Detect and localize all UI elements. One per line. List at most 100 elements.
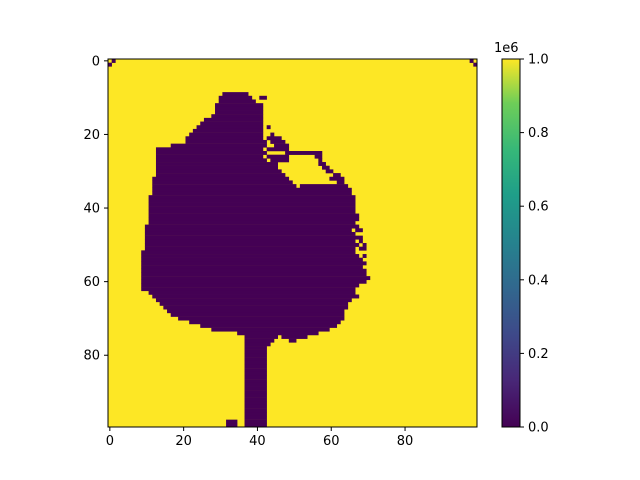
x-tick-label: 60 xyxy=(323,434,340,449)
heatmap-cell-run xyxy=(266,125,271,130)
heatmap-cell-run xyxy=(144,231,356,236)
y-tick-label: 40 xyxy=(83,202,100,217)
heatmap-cell-run xyxy=(362,243,367,247)
y-tick-label: 20 xyxy=(83,128,100,143)
heatmap-cell-run xyxy=(211,114,264,119)
heatmap-cell-run xyxy=(215,110,264,115)
colorbar-tick-label: 0.0 xyxy=(528,421,549,436)
heatmap-cell-run xyxy=(148,290,356,295)
heatmap-cell-run xyxy=(200,121,264,126)
heatmap-cell-run xyxy=(244,386,267,391)
heatmap-cell-run xyxy=(469,59,474,63)
heatmap-cell-run xyxy=(152,176,290,181)
y-tick-label: 80 xyxy=(83,349,100,364)
heatmap-cell-run xyxy=(244,335,278,339)
heatmap-cell-run xyxy=(144,246,356,251)
heatmap-cell-run xyxy=(244,375,267,380)
heatmap-cell-run xyxy=(155,162,278,166)
heatmap-cell-run xyxy=(244,364,267,369)
colorbar-tick-label: 1.0 xyxy=(528,53,549,68)
heatmap-cell-run xyxy=(244,408,267,413)
heatmap-cell-run xyxy=(215,103,264,108)
colorbar-tick-label: 0.8 xyxy=(528,126,549,141)
heatmap-cell-run xyxy=(148,220,356,225)
heatmap-cell-run xyxy=(152,184,297,189)
heatmap-cell-run xyxy=(144,228,352,233)
heatmap-cell-run xyxy=(141,287,356,292)
heatmap-cell-run xyxy=(178,316,345,321)
heatmap-cell-run xyxy=(314,154,323,159)
heatmap-cell-run xyxy=(141,250,356,255)
heatmap-cell-run xyxy=(152,180,293,185)
heatmap-cell-run xyxy=(185,139,267,144)
heatmap-cell-run xyxy=(215,106,264,111)
heatmap-cell-run xyxy=(244,349,267,354)
heatmap-cell-run xyxy=(155,165,278,170)
colorbar-tick-label: 0.6 xyxy=(528,200,549,215)
heatmap-cell-run xyxy=(244,397,267,402)
heatmap-cell-run xyxy=(266,154,290,159)
heatmap-cell-run xyxy=(144,224,360,229)
heatmap-cell-run xyxy=(148,217,360,222)
heatmap-cell-run xyxy=(362,254,367,258)
heatmap-cell-run xyxy=(196,125,264,130)
heatmap-cell-run xyxy=(473,62,478,67)
heatmap-cell-run xyxy=(163,305,349,310)
heatmap-cell-run xyxy=(141,268,367,273)
heatmap-cell-run xyxy=(322,165,330,170)
heatmap-cell-run xyxy=(244,390,267,395)
heatmap-cell-run xyxy=(244,412,267,417)
colorbar-tick-label: 0.4 xyxy=(528,273,549,288)
heatmap-cell-run xyxy=(148,206,356,211)
heatmap-cell-run xyxy=(211,327,330,332)
heatmap-cell-run xyxy=(244,346,267,350)
heatmap-cell-run xyxy=(189,320,341,325)
heatmap-cell-run xyxy=(170,312,345,317)
colorbar-tick-label: 0.2 xyxy=(528,347,549,362)
x-tick-label: 40 xyxy=(249,434,266,449)
heatmap-cell-run xyxy=(299,184,349,189)
heatmap-cell-run xyxy=(237,331,319,336)
x-axis: 0 20 40 60 80 xyxy=(106,427,414,449)
heatmap-cell-run xyxy=(244,379,267,384)
heatmap-cell-run xyxy=(244,404,267,409)
colorbar-offset-text: 1e6 xyxy=(494,41,519,56)
x-tick-label: 80 xyxy=(397,434,414,449)
heatmap-cell-run xyxy=(141,261,367,266)
heatmap-cell-run xyxy=(218,95,253,100)
heatmap-cell-run xyxy=(259,95,267,100)
heatmap-cell-run xyxy=(274,143,290,148)
heatmap-cell-run xyxy=(244,401,267,406)
heatmap-cell-run xyxy=(155,151,267,155)
heatmap-cell-run xyxy=(155,169,282,174)
heatmap-cell-run xyxy=(244,419,267,424)
heatmap-cell-run xyxy=(244,353,267,358)
heatmap-cell-run xyxy=(281,335,308,339)
colorbar-axis: 0.0 0.2 0.4 0.6 0.8 1.0 xyxy=(520,53,549,436)
heatmap-cell-run xyxy=(336,180,345,185)
heatmap-cell-run xyxy=(203,117,264,122)
heatmap-cell-run xyxy=(170,143,267,148)
heatmap-cell-run xyxy=(155,173,286,178)
heatmap-cell-run xyxy=(141,254,360,258)
heatmap-cell-run xyxy=(141,276,371,281)
heatmap-cell-run xyxy=(141,272,367,277)
heatmap-cell-run xyxy=(270,132,275,137)
heatmap-cell-run xyxy=(244,357,267,362)
heatmap-cell-run xyxy=(152,191,352,196)
heatmap-cell-run xyxy=(355,228,363,233)
heatmap-cell-run xyxy=(144,239,356,244)
heatmap-cell-run xyxy=(222,92,249,97)
heatmap-cell-run xyxy=(270,158,290,163)
heatmap-cell-run xyxy=(244,368,267,373)
heatmap-cell-run xyxy=(189,132,264,137)
x-tick-label: 20 xyxy=(175,434,192,449)
heatmap-cell-run xyxy=(244,338,275,343)
heatmap-cell-run xyxy=(148,198,356,203)
heatmap-cell-run xyxy=(244,423,267,428)
heatmap-cell-run xyxy=(141,265,363,270)
heatmap-cell-run xyxy=(148,202,356,207)
heatmap-cell-run xyxy=(244,415,267,420)
heatmap-cell-run xyxy=(285,151,323,155)
